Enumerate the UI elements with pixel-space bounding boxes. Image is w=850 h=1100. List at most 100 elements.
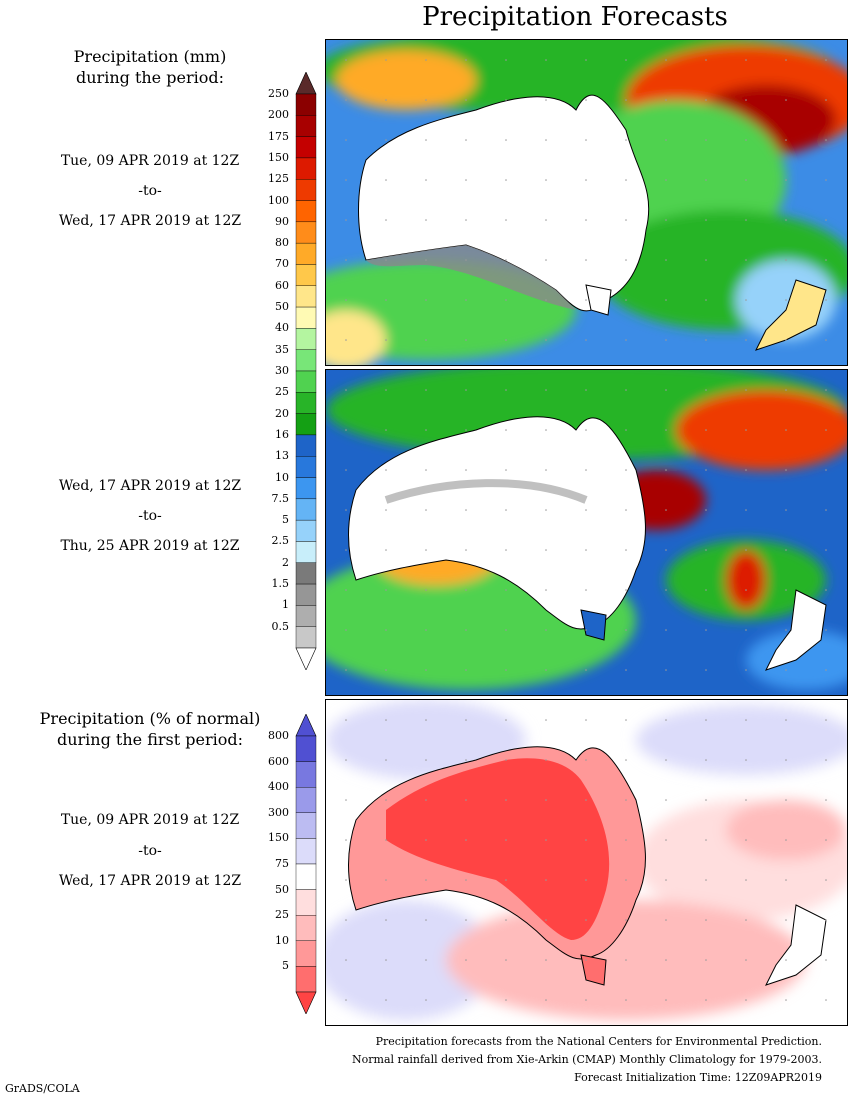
pct-colorbar-tick-label: 5 — [282, 959, 289, 973]
period1-end: Wed, 17 APR 2019 at 12Z — [58, 213, 242, 229]
period3-to: -to- — [138, 843, 162, 859]
precip-colorbar-tick-label: 50 — [275, 300, 289, 314]
precip-colorbar-swatch — [295, 200, 317, 223]
precip-colorbar-tick-label: 20 — [275, 406, 289, 420]
period2-to: -to- — [138, 508, 162, 524]
precip-colorbar-swatch — [295, 349, 317, 372]
pct-colorbar-tick-label: 25 — [275, 908, 289, 922]
precip-colorbar-swatch — [295, 626, 317, 649]
precip-colorbar-swatch — [295, 562, 317, 585]
precip-colorbar-arrow-top — [295, 72, 317, 95]
map-panel-percent-normal — [325, 699, 848, 1026]
pct-colorbar-swatch — [295, 761, 317, 788]
pct-colorbar-arrow-top — [295, 714, 317, 737]
precip-colorbar-swatch — [295, 136, 317, 159]
map-panel-week2 — [325, 369, 848, 696]
period3-end: Wed, 17 APR 2019 at 12Z — [58, 873, 242, 889]
precip-colorbar-tick-label: 1.5 — [271, 577, 290, 591]
precip-colorbar-tick-label: 2 — [282, 555, 289, 569]
precip-colorbar-swatch — [295, 221, 317, 244]
pct-heading: Precipitation (% of normal) during the f… — [30, 708, 270, 750]
pct-colorbar-swatch — [295, 889, 317, 916]
precip-colorbar-swatch — [295, 115, 317, 137]
map-panel-week1 — [325, 39, 848, 366]
pct-colorbar-swatch — [295, 863, 317, 890]
precip-colorbar-tick-label: 100 — [268, 193, 289, 207]
precip-colorbar-tick-label: 1 — [282, 598, 289, 612]
period1-to: -to- — [138, 183, 162, 199]
precip-heading-line2: during the period: — [76, 68, 224, 87]
period2-end: Thu, 25 APR 2019 at 12Z — [60, 538, 240, 554]
precip-colorbar-tick-label: 0.5 — [271, 619, 290, 633]
precip-colorbar-swatch — [295, 541, 317, 563]
precip-colorbar-tick-label: 2.5 — [271, 534, 290, 548]
precip-heading: Precipitation (mm) during the period: — [30, 46, 270, 88]
footer-line3: Forecast Initialization Time: 12Z09APR20… — [574, 1071, 822, 1084]
period1-start: Tue, 09 APR 2019 at 12Z — [60, 153, 240, 169]
precip-colorbar-tick-label: 5 — [282, 513, 289, 527]
footer-line1: Precipitation forecasts from the Nationa… — [375, 1035, 822, 1048]
precip-colorbar-swatch — [295, 519, 317, 542]
precip-colorbar-swatch — [295, 605, 317, 627]
precip-colorbar-swatch — [295, 413, 317, 436]
pct-colorbar-tick-label: 800 — [268, 729, 289, 742]
precip-colorbar-swatch — [295, 392, 317, 414]
precip-colorbar-tick-label: 70 — [275, 257, 289, 271]
pct-colorbar-tick-label: 75 — [275, 857, 289, 870]
precip-colorbar-tick-label: 7.5 — [271, 491, 290, 505]
pct-colorbar-tick-label: 10 — [275, 933, 289, 947]
precip-colorbar — [295, 72, 317, 670]
pct-colorbar-tick-label: 600 — [268, 754, 289, 768]
precip-colorbar-tick-label: 13 — [275, 449, 289, 463]
precip-colorbar-swatch — [295, 434, 317, 457]
precip-colorbar-tick-label: 90 — [275, 214, 289, 228]
precip-colorbar-swatch — [295, 285, 317, 308]
precip-colorbar-tick-label: 80 — [275, 236, 289, 250]
pct-heading-line1: Precipitation (% of normal) — [39, 709, 261, 728]
precip-colorbar-tick-label: 60 — [275, 278, 289, 292]
page-title: Precipitation Forecasts — [422, 2, 728, 32]
precip-colorbar-swatch — [295, 179, 317, 201]
pct-colorbar-swatch — [295, 940, 317, 967]
precip-colorbar-swatch — [295, 157, 317, 180]
precip-colorbar-tick-label: 30 — [275, 364, 289, 377]
pct-colorbar-arrow-bottom — [295, 991, 317, 1014]
precip-colorbar-swatch — [295, 456, 317, 478]
pct-colorbar-swatch — [295, 735, 317, 762]
pct-heading-line2: during the first period: — [56, 730, 244, 749]
pct-colorbar — [295, 714, 317, 1014]
precip-colorbar-swatch — [295, 242, 317, 265]
precip-colorbar-swatch — [295, 264, 317, 286]
precip-colorbar-tick-label: 125 — [268, 172, 289, 186]
precip-colorbar-arrow-bottom — [295, 647, 317, 670]
precip-colorbar-swatch — [295, 306, 317, 329]
precip-colorbar-tick-label: 35 — [275, 342, 289, 356]
precip-colorbar-tick-label: 10 — [275, 470, 289, 484]
period2-start: Wed, 17 APR 2019 at 12Z — [58, 478, 242, 494]
pct-colorbar-swatch — [295, 966, 317, 993]
precip-colorbar-tick-label: 250 — [268, 87, 289, 100]
footer-line2: Normal rainfall derived from Xie-Arkin (… — [352, 1053, 822, 1066]
precip-colorbar-swatch — [295, 93, 317, 116]
precip-colorbar-tick-label: 40 — [275, 321, 289, 335]
precip-colorbar-tick-label: 25 — [275, 385, 289, 399]
precip-heading-line1: Precipitation (mm) — [73, 47, 227, 66]
precip-colorbar-swatch — [295, 370, 317, 393]
precip-colorbar-swatch — [295, 477, 317, 500]
pct-colorbar-swatch — [295, 838, 317, 865]
precip-colorbar-swatch — [295, 583, 317, 606]
pct-colorbar-swatch — [295, 812, 317, 839]
pct-colorbar-tick-label: 300 — [268, 805, 289, 819]
precip-colorbar-swatch — [295, 498, 317, 521]
period3-start: Tue, 09 APR 2019 at 12Z — [60, 812, 240, 828]
grads-credit: GrADS/COLA — [5, 1082, 80, 1095]
pct-colorbar-swatch — [295, 914, 317, 941]
precip-colorbar-swatch — [295, 328, 317, 350]
precip-colorbar-tick-label: 200 — [268, 108, 289, 122]
precip-colorbar-tick-label: 175 — [268, 129, 289, 143]
precip-colorbar-tick-label: 150 — [268, 150, 289, 164]
pct-colorbar-swatch — [295, 786, 317, 813]
pct-colorbar-tick-label: 50 — [275, 882, 289, 896]
precip-colorbar-tick-label: 16 — [275, 427, 289, 441]
pct-colorbar-tick-label: 400 — [268, 780, 289, 794]
